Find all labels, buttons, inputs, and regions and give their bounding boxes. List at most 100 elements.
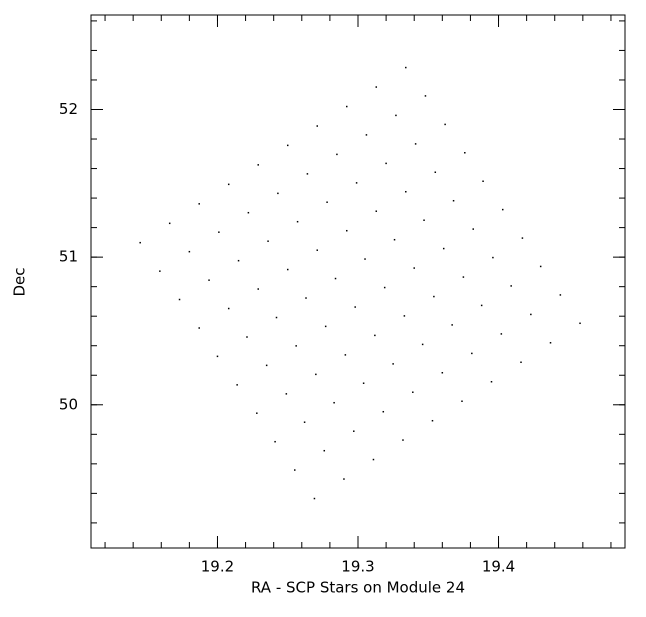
star-point xyxy=(277,192,279,195)
star-point xyxy=(334,277,337,280)
star-point xyxy=(313,497,316,500)
star-point xyxy=(461,400,463,402)
star-point xyxy=(323,449,326,452)
star-point xyxy=(510,285,512,287)
star-point xyxy=(462,276,465,278)
star-point xyxy=(385,162,387,165)
star-point xyxy=(227,307,230,310)
star-point xyxy=(501,208,504,211)
star-point xyxy=(188,250,191,253)
x-axis-label: RA - SCP Stars on Module 24 xyxy=(251,579,465,597)
star-point xyxy=(267,240,269,242)
star-point xyxy=(326,201,328,203)
star-point xyxy=(434,171,437,173)
star-point xyxy=(579,322,581,325)
star-point xyxy=(421,343,424,346)
star-point xyxy=(246,336,248,338)
star-point xyxy=(530,313,532,316)
x-tick-label: 19.4 xyxy=(482,558,515,576)
star-point xyxy=(315,373,317,376)
star-point xyxy=(285,393,288,395)
star-point xyxy=(405,190,407,193)
star-point xyxy=(412,391,414,393)
star-point xyxy=(433,295,435,298)
star-point xyxy=(286,144,289,147)
star-point xyxy=(265,364,268,367)
star-point xyxy=(198,327,200,329)
star-point xyxy=(520,361,522,364)
star-point xyxy=(372,458,375,461)
star-point xyxy=(365,134,368,136)
star-point xyxy=(343,478,345,480)
star-point xyxy=(451,324,453,326)
star-point xyxy=(374,334,376,337)
star-point xyxy=(431,419,434,422)
star-point xyxy=(333,401,335,404)
star-point xyxy=(198,203,200,205)
star-point xyxy=(316,249,318,251)
star-point xyxy=(274,440,276,443)
star-point xyxy=(275,316,278,319)
star-point xyxy=(383,286,386,289)
star-point xyxy=(306,173,309,175)
star-point xyxy=(346,229,348,232)
star-point xyxy=(492,256,494,259)
star-point xyxy=(324,325,327,328)
y-tick-label: 50 xyxy=(59,395,78,413)
y-tick-label: 51 xyxy=(59,248,78,266)
star-point xyxy=(237,259,240,262)
star-point xyxy=(178,298,181,301)
star-point xyxy=(539,265,542,268)
star-point xyxy=(393,238,396,241)
star-point xyxy=(247,211,250,214)
star-point xyxy=(403,315,406,317)
star-point xyxy=(480,304,483,307)
x-tick-label: 19.2 xyxy=(201,558,234,576)
star-point xyxy=(402,439,404,441)
star-point xyxy=(236,384,238,386)
x-tick-label: 19.3 xyxy=(341,558,374,576)
star-point xyxy=(159,270,161,272)
star-point xyxy=(218,231,220,233)
star-point xyxy=(354,306,356,308)
star-point xyxy=(227,183,230,186)
star-point xyxy=(405,66,407,69)
star-point xyxy=(303,421,306,423)
star-point xyxy=(559,294,562,296)
star-point xyxy=(336,153,338,156)
star-point xyxy=(168,222,171,225)
y-tick-label: 52 xyxy=(59,100,78,118)
star-point xyxy=(521,237,524,239)
star-point xyxy=(294,469,296,471)
star-point xyxy=(208,279,210,281)
star-point xyxy=(392,363,394,365)
star-point xyxy=(316,125,318,127)
star-point xyxy=(444,123,446,126)
star-point xyxy=(257,164,259,166)
star-point xyxy=(395,114,397,117)
star-point xyxy=(364,258,366,260)
star-point xyxy=(296,220,299,223)
star-point xyxy=(382,410,385,413)
star-point xyxy=(257,288,259,290)
star-point xyxy=(413,267,415,269)
star-point xyxy=(362,382,365,384)
star-point xyxy=(375,210,378,212)
plot-frame xyxy=(90,14,626,549)
star-point xyxy=(424,95,427,97)
star-point xyxy=(256,412,258,414)
star-point xyxy=(442,247,445,250)
y-axis-label: Dec xyxy=(11,267,29,296)
star-point xyxy=(375,86,378,88)
star-point xyxy=(346,105,348,108)
star-point xyxy=(490,381,493,383)
star-point xyxy=(482,180,484,182)
star-point xyxy=(344,354,347,356)
star-point xyxy=(500,333,503,335)
star-point xyxy=(471,352,473,355)
star-point xyxy=(286,268,289,271)
star-point xyxy=(355,182,358,184)
star-point xyxy=(441,371,444,374)
star-point xyxy=(295,345,297,347)
